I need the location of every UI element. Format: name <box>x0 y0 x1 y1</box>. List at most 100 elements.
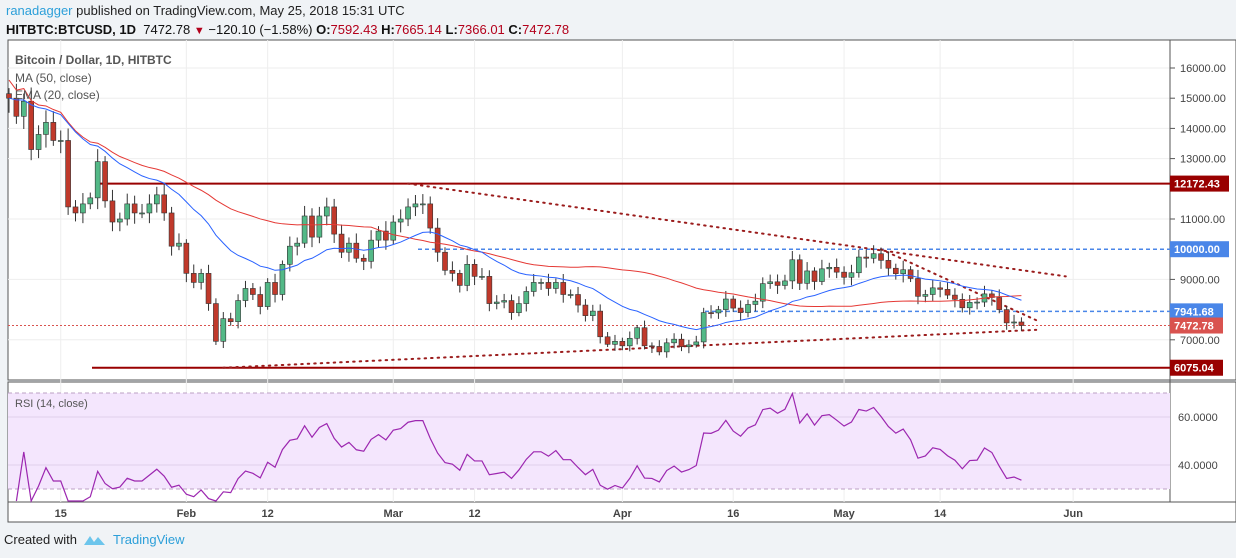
candle <box>323 206 330 217</box>
level-label: 12172.43 <box>1174 179 1220 191</box>
trendline <box>407 182 1067 278</box>
x-tick-label: 12 <box>262 508 274 520</box>
candle <box>774 281 781 286</box>
candle <box>72 206 79 214</box>
close-value: 7472.78 <box>522 22 570 37</box>
candle <box>294 242 301 247</box>
candle <box>168 212 175 247</box>
candle <box>678 338 685 348</box>
x-tick-label: 12 <box>468 508 480 520</box>
candle <box>952 294 958 300</box>
candle <box>449 270 456 274</box>
candle <box>176 242 182 247</box>
candle <box>35 134 42 150</box>
candle <box>597 310 604 338</box>
candle <box>227 318 234 322</box>
candle <box>590 310 596 316</box>
candle <box>686 344 692 348</box>
candle <box>124 203 131 220</box>
candle <box>198 273 204 283</box>
legend-ma[interactable]: MA (50, close) <box>15 71 92 85</box>
y-tick-label: 13000.00 <box>1180 154 1226 166</box>
candle <box>479 276 485 278</box>
created-with: Created with <box>4 532 77 547</box>
candle <box>782 280 788 286</box>
candle <box>538 282 544 284</box>
tradingview-logo-icon <box>83 535 105 545</box>
candle <box>220 318 227 342</box>
candle <box>649 345 655 348</box>
candle <box>13 97 20 117</box>
candle <box>974 301 980 304</box>
candle <box>575 294 581 306</box>
candle <box>612 341 618 345</box>
candle <box>856 256 862 274</box>
candle <box>6 93 12 99</box>
candle <box>959 299 966 309</box>
level-label: 7941.68 <box>1174 306 1214 318</box>
candle <box>213 303 219 342</box>
candle <box>250 288 256 295</box>
candle <box>375 230 382 241</box>
rsi-band <box>8 393 1170 489</box>
legend-rsi[interactable]: RSI (14, close) <box>15 398 88 410</box>
candle <box>767 281 773 284</box>
candle <box>50 122 57 141</box>
candle <box>80 203 86 214</box>
down-triangle-icon: ▼ <box>193 25 205 37</box>
legend-ema[interactable]: EMA (20, close) <box>15 88 100 102</box>
candle <box>730 298 737 309</box>
high-value: 7665.14 <box>394 22 442 37</box>
candle <box>671 338 677 344</box>
candle <box>789 259 796 282</box>
author-link[interactable]: ranadagger <box>6 3 73 18</box>
candle <box>878 253 884 261</box>
candle <box>907 269 914 279</box>
candle <box>183 242 190 274</box>
candle <box>301 215 308 244</box>
candle <box>582 304 589 316</box>
candle <box>287 245 293 265</box>
candle <box>663 342 670 353</box>
candle <box>405 206 411 220</box>
candle <box>567 294 574 296</box>
candle <box>523 291 530 304</box>
candle <box>715 309 722 314</box>
candle <box>626 337 633 347</box>
candle <box>634 327 640 339</box>
candle <box>604 336 611 345</box>
candle <box>353 242 360 259</box>
low-label: L: <box>445 22 458 37</box>
candle <box>235 300 241 322</box>
symbol: HITBTC:BTCUSD, 1D <box>6 22 136 37</box>
candle <box>759 283 766 302</box>
candle <box>464 263 470 286</box>
candle <box>154 194 160 205</box>
open-value: 7592.43 <box>330 22 378 37</box>
candle <box>553 282 559 289</box>
candle <box>944 289 951 296</box>
candle <box>257 294 264 307</box>
candle <box>693 341 700 346</box>
candle <box>87 197 94 205</box>
candle <box>501 300 507 303</box>
rsi-tick-label: 40.0000 <box>1178 460 1218 472</box>
candle <box>863 256 870 259</box>
candle <box>471 263 478 277</box>
candle <box>397 218 404 223</box>
candle <box>915 278 921 297</box>
candle <box>427 203 434 229</box>
low-value: 7366.01 <box>457 22 505 37</box>
candle <box>745 304 751 313</box>
rsi-line <box>15 391 1022 503</box>
candle <box>279 263 286 295</box>
level-badge <box>1170 359 1223 376</box>
candle <box>833 267 840 273</box>
y-tick-label: 9000.00 <box>1180 274 1220 286</box>
candle <box>560 282 567 295</box>
tradingview-link[interactable]: TradingView <box>112 532 185 547</box>
candle <box>1011 321 1017 324</box>
candle <box>161 194 167 214</box>
candle <box>420 203 426 206</box>
